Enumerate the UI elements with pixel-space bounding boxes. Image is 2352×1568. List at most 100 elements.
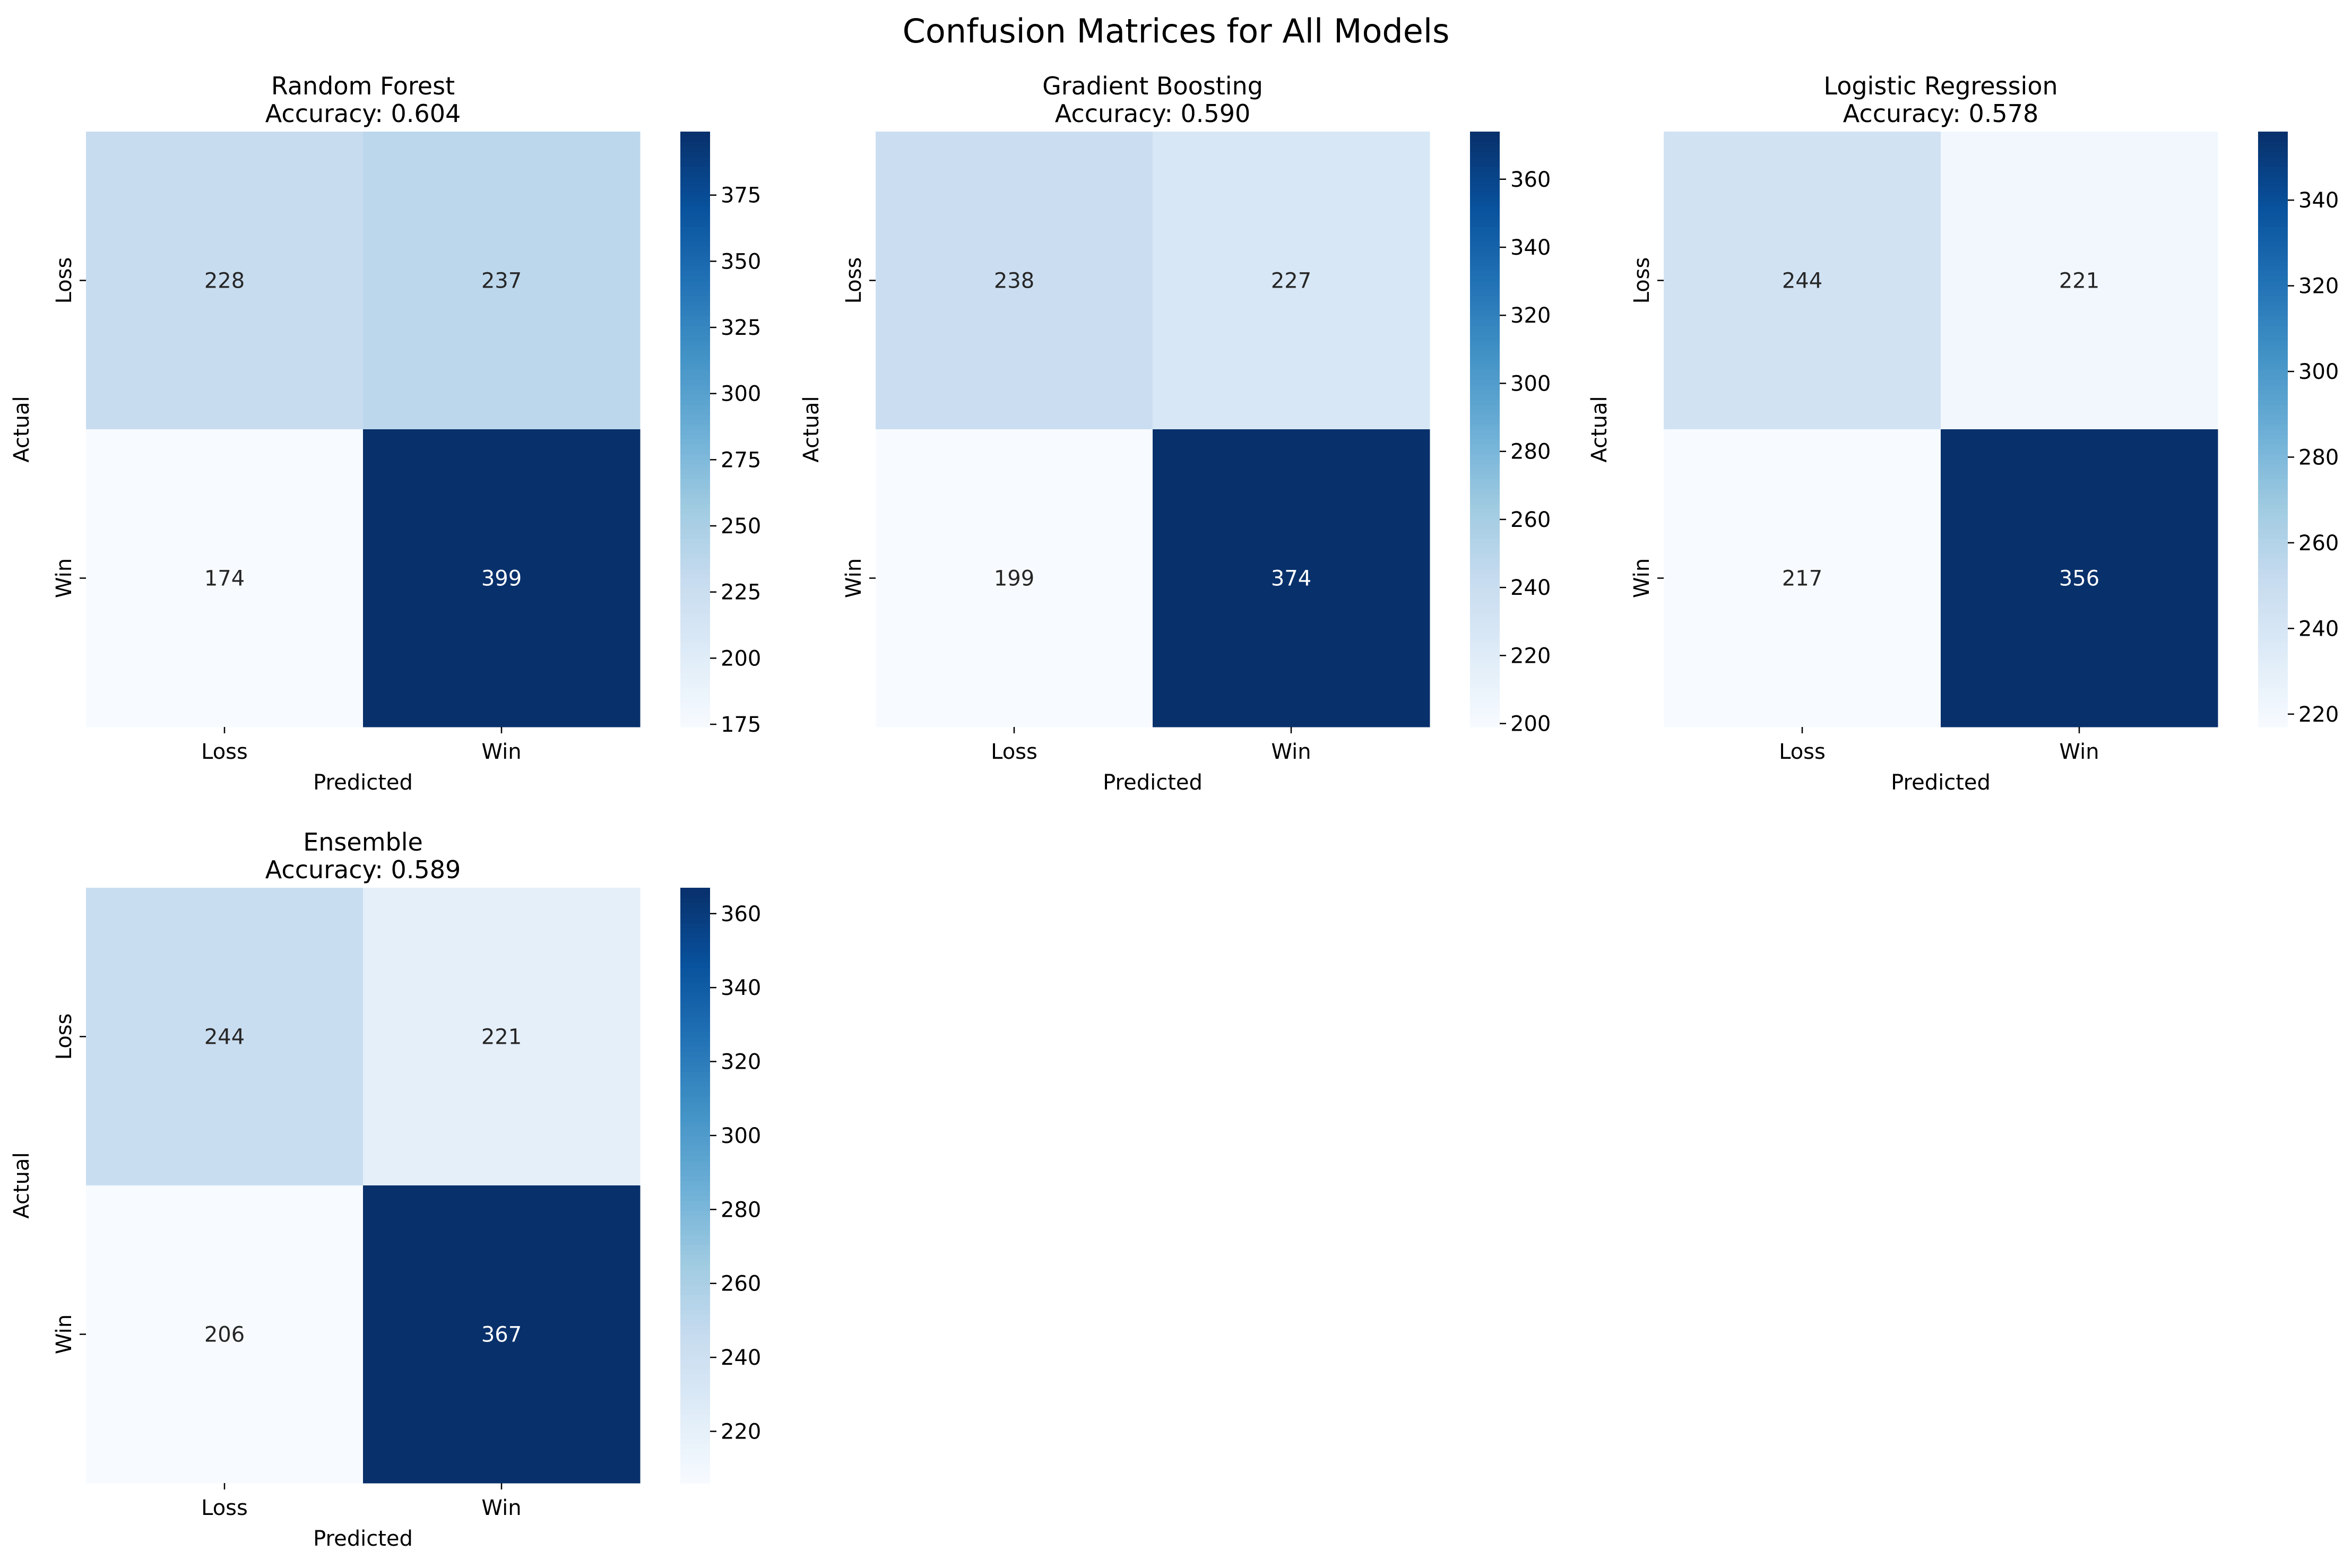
colorbar-segment (1470, 493, 1500, 499)
heatmap-cell (1153, 132, 1430, 430)
panel-title: Logistic Regression (1823, 72, 2057, 100)
colorbar-segment (1470, 489, 1500, 495)
x-tick-label: Loss (991, 740, 1037, 764)
colorbar-segment (1470, 206, 1500, 212)
colorbar-segment (1470, 360, 1500, 366)
colorbar-segment (680, 652, 710, 659)
colorbar-segment (2258, 171, 2288, 177)
colorbar-segment (2258, 513, 2288, 519)
colorbar-segment (680, 1334, 710, 1340)
colorbar-segment (2258, 444, 2288, 450)
colorbar-segment (680, 647, 710, 653)
colorbar-segment (680, 643, 710, 648)
colorbar-segment (2258, 375, 2288, 380)
x-tick-label: Loss (1779, 740, 1826, 764)
colorbar-segment (2258, 389, 2288, 395)
colorbar-segment (680, 1314, 710, 1320)
colorbar-tick-label: 240 (721, 1346, 761, 1370)
colorbar-segment (2258, 504, 2288, 509)
colorbar-segment (680, 1200, 710, 1206)
colorbar-segment (680, 1011, 710, 1018)
panel-title: Gradient Boosting (1042, 72, 1263, 100)
colorbar-segment (1470, 345, 1500, 351)
colorbar-segment (680, 1131, 710, 1137)
colorbar-segment (680, 677, 710, 683)
colorbar-segment (680, 196, 710, 202)
colorbar-segment (680, 937, 710, 943)
colorbar-segment (1470, 340, 1500, 346)
colorbar-segment (1470, 498, 1500, 505)
colorbar-segment (680, 1329, 710, 1335)
colorbar-segment (680, 987, 710, 993)
colorbar-segment (680, 285, 710, 291)
colorbar-segment (680, 1399, 710, 1405)
colorbar-segment (1470, 578, 1500, 584)
colorbar-segment (680, 712, 710, 718)
colorbar-segment (680, 657, 710, 663)
colorbar-segment (680, 1150, 710, 1156)
panel-subtitle: Accuracy: 0.604 (265, 99, 461, 128)
colorbar-segment (1470, 389, 1500, 395)
colorbar-segment (680, 692, 710, 698)
colorbar-segment (680, 1414, 710, 1419)
colorbar-tick-label: 320 (721, 1050, 761, 1075)
colorbar-segment (2258, 166, 2288, 172)
colorbar-segment (680, 498, 710, 505)
colorbar-segment (2258, 360, 2288, 366)
x-tick-label: Win (2059, 740, 2099, 764)
colorbar-segment (1470, 667, 1500, 673)
colorbar-segment (2258, 255, 2288, 262)
colorbar-segment (1470, 523, 1500, 529)
colorbar-segment (680, 459, 710, 465)
colorbar-segment (2258, 493, 2288, 499)
colorbar-segment (680, 912, 710, 919)
colorbar-segment (1470, 399, 1500, 405)
colorbar-segment (680, 275, 710, 281)
colorbar-segment (680, 1408, 710, 1415)
colorbar-segment (680, 662, 710, 668)
colorbar-tick-label: 240 (2298, 617, 2339, 641)
colorbar-segment (1470, 558, 1500, 564)
colorbar-segment (1470, 305, 1500, 311)
heatmap-cell (876, 429, 1153, 727)
colorbar-segment (680, 1260, 710, 1266)
colorbar-segment (2258, 146, 2288, 152)
colorbar-segment (2258, 384, 2288, 391)
colorbar-segment (1470, 643, 1500, 648)
colorbar-segment (1470, 583, 1500, 589)
colorbar-segment (680, 553, 710, 559)
colorbar-segment (2258, 186, 2288, 192)
colorbar-segment (2258, 498, 2288, 505)
colorbar-segment (2258, 201, 2288, 207)
colorbar-segment (680, 628, 710, 634)
colorbar-segment (2258, 429, 2288, 435)
colorbar-segment (2258, 176, 2288, 182)
colorbar-segment (1470, 647, 1500, 653)
colorbar-segment (2258, 608, 2288, 613)
panel-title: Ensemble (303, 828, 423, 856)
colorbar-segment (2258, 682, 2288, 688)
colorbar-tick-label: 250 (721, 514, 761, 539)
colorbar-segment (680, 1180, 710, 1186)
colorbar-segment (1470, 553, 1500, 559)
colorbar-segment (680, 1423, 710, 1430)
colorbar-segment (2258, 563, 2288, 569)
colorbar-segment (2258, 697, 2288, 703)
colorbar-segment (680, 369, 710, 376)
colorbar-segment (680, 1215, 710, 1221)
colorbar-segment (680, 1106, 710, 1112)
colorbar-segment (680, 1051, 710, 1057)
colorbar-segment (680, 1230, 710, 1236)
colorbar-segment (2258, 722, 2288, 727)
colorbar-segment (1470, 677, 1500, 683)
colorbar-segment (1470, 151, 1500, 157)
colorbar-segment (680, 1017, 710, 1023)
x-tick-label: Loss (201, 1496, 248, 1520)
colorbar-tick-label: 320 (1510, 304, 1551, 328)
colorbar-segment (680, 1404, 710, 1409)
colorbar-segment (680, 166, 710, 172)
colorbar-segment (680, 1453, 710, 1459)
colorbar-segment (680, 424, 710, 430)
colorbar-segment (1470, 394, 1500, 400)
colorbar-segment (2258, 459, 2288, 465)
